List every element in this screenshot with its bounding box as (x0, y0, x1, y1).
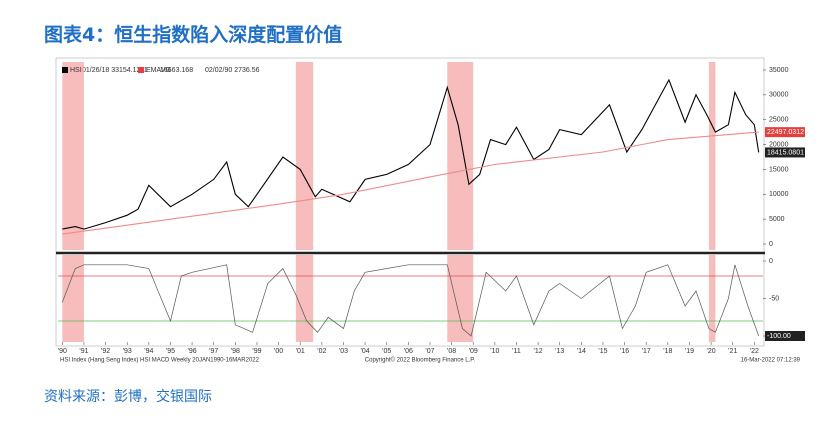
footer: HSI Index (Hang Seng Index) HSI MACD Wee… (60, 358, 260, 364)
end-label: 18415.0801 (767, 149, 804, 156)
highlight (62, 62, 84, 250)
legend-header: 01/26/18 33154.1211 (82, 67, 148, 74)
legend-label: HSI (70, 67, 82, 74)
series-line (62, 131, 759, 235)
x-tick-label: '12 (534, 348, 543, 355)
x-tick-label: '01 (296, 348, 305, 355)
x-tick-label: '18 (663, 348, 672, 355)
x-tick-label: '97 (209, 348, 218, 355)
x-tick-label: '13 (555, 348, 564, 355)
x-tick-label: '94 (144, 348, 153, 355)
y-tick-label: 0 (769, 258, 773, 265)
x-tick-label: '19 (685, 348, 694, 355)
x-tick-label: '96 (188, 348, 197, 355)
end-label-box (765, 147, 805, 158)
footer: Copyright© 2022 Bloomberg Finance L.P. (365, 357, 476, 364)
highlight (447, 255, 474, 342)
highlight (295, 255, 314, 342)
end-label: -100.00 (767, 333, 791, 340)
x-tick-label: '91 (79, 348, 88, 355)
footer: 16-Mar-2022 07:12:39 (741, 358, 801, 364)
y-tick-label: 5000 (769, 216, 785, 223)
legend-header: 16663.168 (160, 67, 193, 74)
x-tick-label: '21 (728, 348, 737, 355)
x-tick-label: '99 (252, 348, 261, 355)
y-tick-label: 20000 (769, 141, 789, 148)
x-tick-label: '09 (469, 348, 478, 355)
x-tick-label: '16 (620, 348, 629, 355)
end-label: 22497.0312 (767, 129, 804, 136)
x-tick-label: '93 (123, 348, 132, 355)
highlight (708, 255, 716, 342)
x-tick-label: '11 (512, 348, 521, 355)
x-tick-label: '95 (166, 348, 175, 355)
y-tick-label: 10000 (769, 191, 789, 198)
y-tick-label: 25000 (769, 117, 789, 124)
x-tick-label: '90 (58, 348, 67, 355)
x-tick-label: '98 (231, 348, 240, 355)
highlight (295, 62, 314, 250)
x-tick-label: '20 (707, 348, 716, 355)
end-label-box (765, 127, 805, 138)
highlight (62, 255, 84, 342)
x-tick-label: '00 (274, 348, 283, 355)
highlight (708, 62, 716, 250)
x-tick-label: '04 (361, 348, 370, 355)
x-tick-label: '15 (598, 348, 607, 355)
series-line (62, 78, 760, 230)
highlight (447, 62, 474, 250)
legend-swatch (62, 67, 68, 73)
legend-label: EMAVG (146, 67, 171, 74)
y-tick-label: 15000 (769, 166, 789, 173)
y-tick-label: 35000 (769, 67, 789, 74)
title: 图表4：恒生指数陷入深度配置价值 (44, 24, 343, 46)
source: 资料来源：彭博，交银国际 (44, 389, 212, 405)
legend-header: 02/02/90 2736.56 (205, 67, 260, 74)
x-tick-label: '08 (447, 348, 456, 355)
y-tick-label: 0 (769, 241, 773, 248)
x-tick-label: '10 (490, 348, 499, 355)
x-tick-label: '92 (101, 348, 110, 355)
x-tick-label: '06 (404, 348, 413, 355)
frame (55, 57, 765, 347)
legend-swatch (138, 67, 144, 73)
end-label-box (765, 331, 805, 341)
x-tick-label: '03 (339, 348, 348, 355)
x-tick-label: '02 (317, 348, 326, 355)
x-tick-label: '14 (577, 348, 586, 355)
y-tick-label: 30000 (769, 92, 789, 99)
y-tick-label: -50 (769, 295, 779, 302)
x-tick-label: '07 (425, 348, 434, 355)
x-tick-label: '17 (642, 348, 651, 355)
x-tick-label: '22 (750, 348, 759, 355)
x-tick-label: '05 (382, 348, 391, 355)
series-line (61, 264, 760, 337)
